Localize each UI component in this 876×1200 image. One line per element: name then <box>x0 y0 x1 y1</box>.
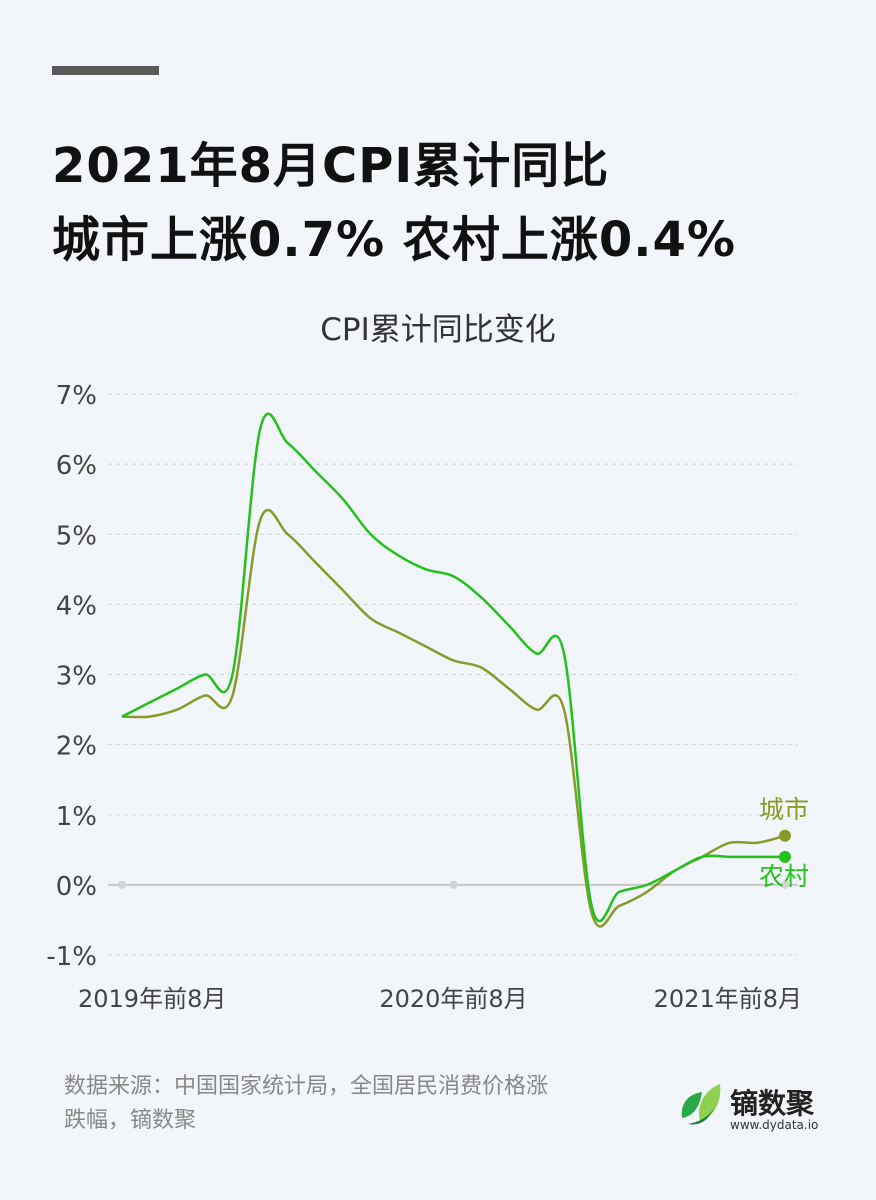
decorative-bar <box>52 66 159 75</box>
series-label-1: 农村 <box>759 862 809 891</box>
y-tick-label: -1% <box>46 942 97 972</box>
source-line-1: 数据来源：中国国家统计局，全国居民消费价格涨 <box>64 1074 549 1099</box>
series-end-point-1 <box>779 850 791 863</box>
headline-line-2: 城市上涨0.7% 农村上涨0.4% <box>52 212 736 268</box>
y-tick-label: 7% <box>56 381 97 411</box>
source-line-2: 跌幅，镝数聚 <box>64 1108 197 1133</box>
headline-line-1: 2021年8月CPI累计同比 <box>52 138 610 194</box>
chart-title: CPI累计同比变化 <box>320 312 556 348</box>
y-tick-label: 5% <box>56 521 97 551</box>
x-tick-marker <box>781 880 789 889</box>
y-tick-label: 1% <box>56 802 97 832</box>
series-line-1 <box>121 412 785 923</box>
series-end-point-0 <box>779 829 791 842</box>
brand-name: 镝数聚 <box>730 1087 815 1120</box>
x-tick-label: 2020年前8月 <box>379 985 527 1013</box>
data-source: 数据来源：中国国家统计局，全国居民消费价格涨 跌幅，镝数聚 <box>64 1070 664 1138</box>
brand-logo: 镝数聚 www.dydata.io <box>678 1078 838 1138</box>
x-tick-label: 2021年前8月 <box>654 985 802 1013</box>
cpi-line-chart: 7% 6% 5% 4% 3% 2% 1% 0% -1% 2019年前8月 2020年前8月 2021年… <box>46 381 809 1013</box>
x-tick-marker <box>118 880 126 889</box>
x-tick-marker <box>449 880 458 889</box>
y-tick-label: 4% <box>56 591 97 621</box>
y-tick-label: 2% <box>56 732 97 762</box>
series-label-0: 城市 <box>759 795 809 824</box>
brand-url: www.dydata.io <box>730 1118 819 1132</box>
y-tick-label: 3% <box>56 662 97 692</box>
y-tick-label: 0% <box>56 872 97 902</box>
leaf-icon <box>681 1084 721 1125</box>
x-tick-label: 2019年前8月 <box>78 985 226 1013</box>
y-tick-label: 6% <box>56 451 97 481</box>
